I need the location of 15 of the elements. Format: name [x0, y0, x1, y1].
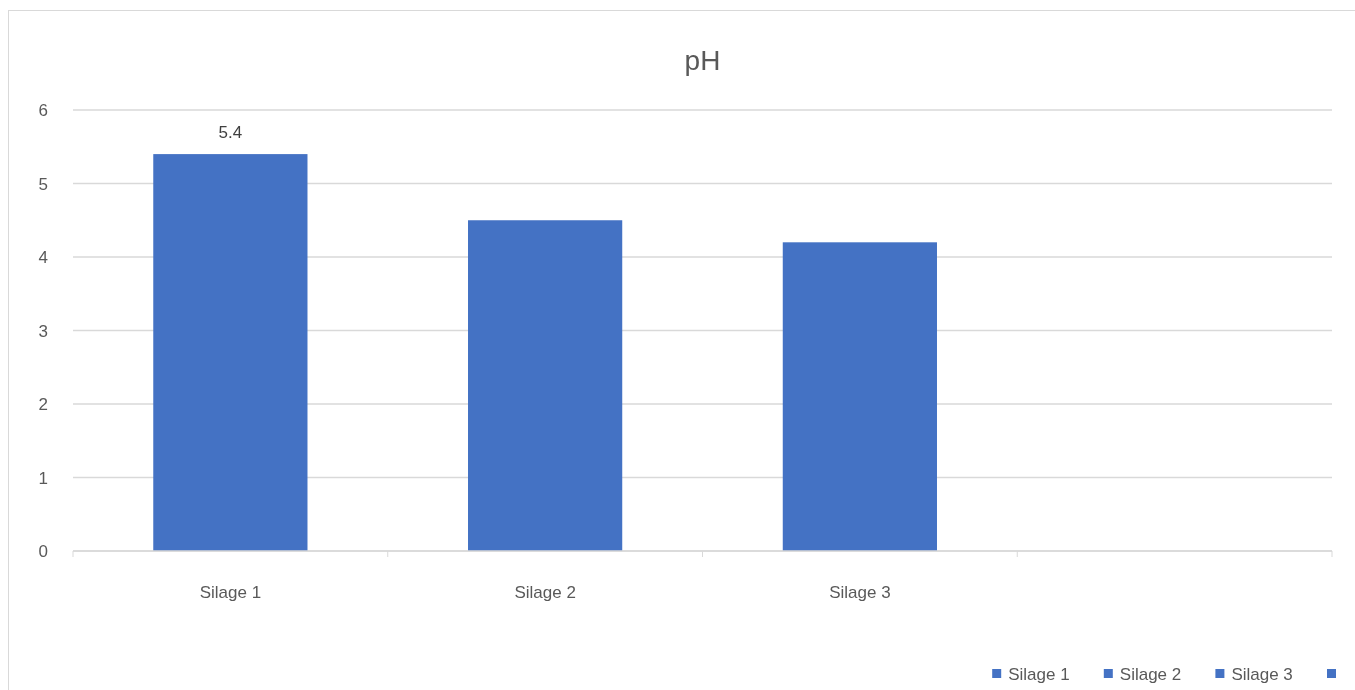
- y-tick-label: 3: [38, 321, 48, 341]
- chart-title: pH: [684, 45, 721, 76]
- x-tick-label: Silage 2: [514, 583, 576, 602]
- y-tick-label: 1: [38, 468, 48, 488]
- y-tick-label: 0: [38, 542, 48, 561]
- y-tick-label: 2: [38, 395, 48, 414]
- legend-label: Silage 1: [1008, 665, 1070, 684]
- y-tick-label: 4: [38, 248, 48, 267]
- legend-label: Silage 2: [1119, 665, 1182, 684]
- data-label: 5.4: [218, 123, 243, 143]
- x-tick-label: Silage 1: [199, 583, 262, 602]
- y-tick-label: 5: [38, 174, 48, 194]
- legend-label: Silage 3: [1231, 665, 1293, 684]
- y-tick-label: 6: [38, 101, 48, 120]
- x-tick-label: Silage 3: [829, 583, 891, 602]
